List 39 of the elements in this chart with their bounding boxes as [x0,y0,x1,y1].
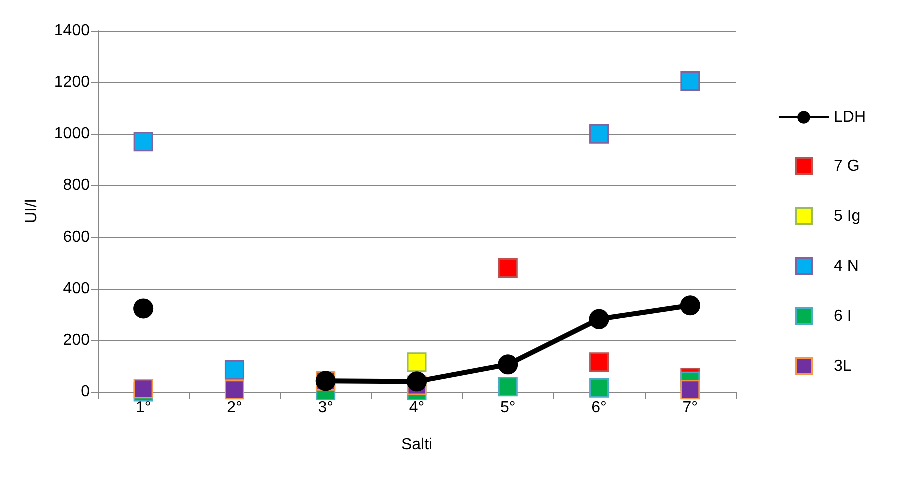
point [224,360,244,380]
y-tick-label: 1400 [54,22,90,40]
point [498,258,518,278]
y-tick-label: 800 [63,177,90,194]
point [590,352,610,372]
x-tick-label: 6° [592,400,607,416]
legend-label: 7 G [834,158,860,175]
x-tick-label: 1° [136,400,152,416]
legend-label: 5 Ig [834,208,861,225]
point [407,372,427,392]
point [498,354,518,375]
point [680,72,700,92]
y-tick-label: 1000 [54,126,90,143]
y-tick-label: 1200 [54,74,90,92]
legend-label: LDH [834,109,866,126]
point [590,124,610,144]
x-tick-label: 3° [318,400,334,416]
point [680,380,700,400]
legend-label: 4 N [834,258,859,275]
y-tick-label: 400 [63,280,90,298]
point [134,132,154,152]
y-tick-label: 200 [63,332,90,349]
y-tick-label: 600 [63,228,90,246]
x-tick-label: 2° [227,400,242,416]
point [134,298,154,319]
x-axis-title: Salti [401,436,433,454]
point [589,309,610,330]
y-tick-label: 0 [81,384,90,400]
point [224,380,244,400]
x-tick-label: 5° [500,400,516,416]
point [407,352,427,372]
x-tick-label: 4° [409,400,425,416]
point [680,296,700,316]
legend-label: 6 I [834,308,852,325]
point [590,378,610,398]
x-tick-label: 7° [682,400,698,416]
y-axis-title: UI/l [24,200,40,224]
point [498,377,518,397]
legend-label: 3L [834,358,852,375]
